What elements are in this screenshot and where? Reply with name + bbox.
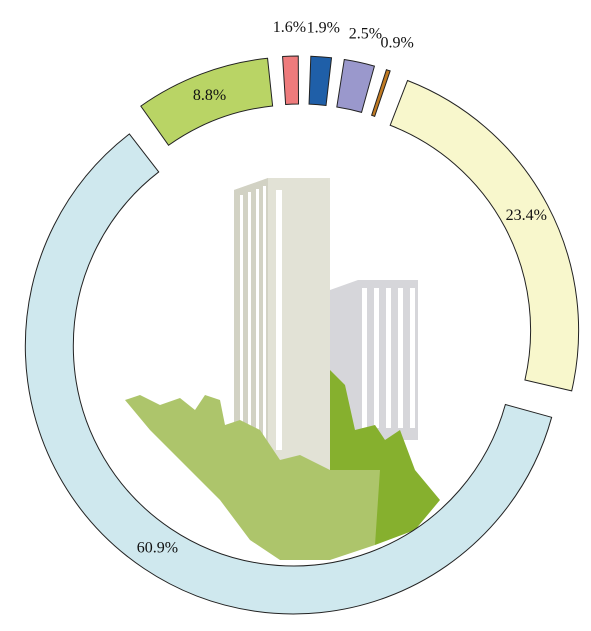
value-label: 60.9% bbox=[137, 539, 178, 556]
illustration bbox=[125, 178, 440, 560]
donut-segment bbox=[337, 60, 375, 113]
donut-segment bbox=[372, 70, 391, 117]
donut-segment bbox=[309, 56, 331, 105]
donut-segment bbox=[390, 81, 578, 391]
value-label: 2.5% bbox=[349, 26, 382, 43]
value-label: 1.9% bbox=[307, 20, 340, 37]
chart: 23.4% 60.9% 8.8% 1.6%1.9% 2.5%0.9% bbox=[0, 0, 591, 631]
value-label: 8.8% bbox=[193, 87, 226, 104]
donut-segment bbox=[283, 56, 299, 104]
value-label: 1.6% bbox=[273, 19, 306, 36]
value-label: 23.4% bbox=[506, 207, 547, 224]
value-label: 0.9% bbox=[380, 34, 413, 51]
